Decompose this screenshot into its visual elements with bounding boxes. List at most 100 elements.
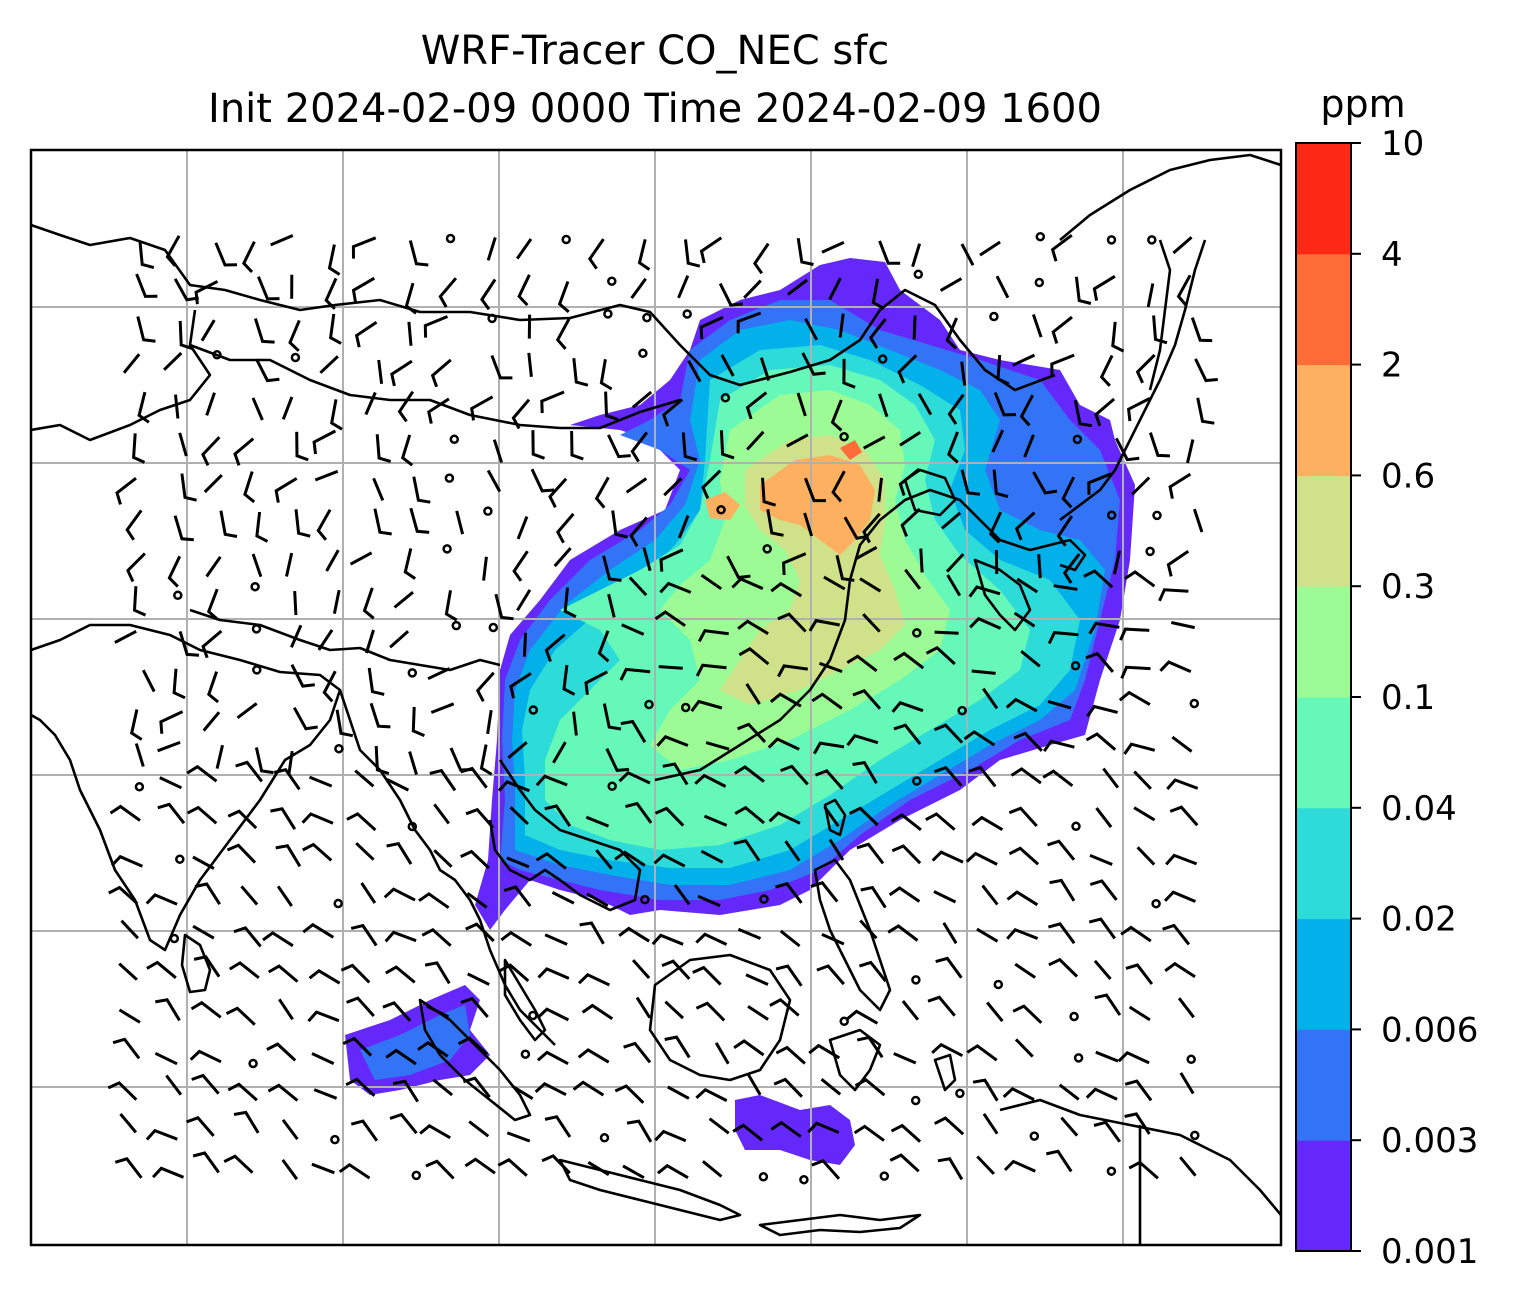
wind-barb <box>544 933 568 946</box>
wind-barb <box>1013 611 1036 628</box>
wind-barb <box>969 616 1002 630</box>
wind-barb <box>1013 731 1043 752</box>
wind-barb-calm <box>1189 698 1200 709</box>
wind-barb <box>389 630 410 649</box>
coastline-lesser-sunda <box>758 1213 922 1237</box>
wind-barb <box>856 842 885 865</box>
wind-barb <box>163 351 183 371</box>
wind-barb <box>777 664 809 678</box>
wind-barb <box>945 317 958 350</box>
wind-barb <box>1171 735 1193 753</box>
wind-barb <box>418 892 450 909</box>
wind-barb <box>692 965 722 986</box>
wind-barb <box>430 358 452 388</box>
wind-barb <box>699 315 724 340</box>
colorbar-tick-label: 0.6 <box>1381 456 1435 496</box>
wind-barb-calm <box>799 1174 809 1185</box>
wind-barb <box>656 735 689 747</box>
coastlines <box>31 153 1281 1245</box>
wind-barb <box>965 851 998 866</box>
wind-barb-calm <box>1034 277 1045 288</box>
wind-barb <box>1179 1072 1195 1095</box>
wind-barb <box>145 893 178 906</box>
wind-barb <box>290 624 303 648</box>
wind-barb <box>207 671 220 704</box>
wind-barb <box>191 1073 220 1095</box>
coastline-malaya <box>503 958 547 1042</box>
wind-barb <box>736 311 762 334</box>
wind-barb <box>628 576 648 597</box>
wind-barb <box>1086 704 1118 718</box>
wind-barb <box>194 882 221 906</box>
wind-barb <box>509 806 529 825</box>
wind-barb <box>482 556 488 581</box>
wind-barb <box>988 511 1003 544</box>
wind-barb <box>397 390 415 423</box>
border-central-asia <box>31 309 212 442</box>
wind-barb <box>933 765 963 787</box>
wind-barb <box>407 321 413 346</box>
wind-barb <box>1159 660 1192 673</box>
wind-barb <box>194 280 219 305</box>
wind-barb <box>947 393 965 425</box>
wind-barb <box>486 709 493 735</box>
wind-barb-calm <box>442 544 452 554</box>
wind-barb <box>1014 962 1036 979</box>
wind-barb-calm <box>720 393 731 403</box>
wind-barb <box>1120 665 1151 679</box>
wind-barb <box>1048 922 1076 945</box>
wind-barb <box>631 390 653 409</box>
wind-barb <box>618 926 650 943</box>
wind-barb <box>159 776 183 790</box>
wind-barbs <box>107 231 1218 1185</box>
wind-barb <box>1087 472 1112 495</box>
wind-barb <box>346 812 377 832</box>
colorbar-band <box>1296 253 1351 366</box>
wind-barb-calm <box>1152 510 1162 521</box>
wind-barb <box>330 399 343 431</box>
wind-barb <box>1192 508 1204 533</box>
wind-barb <box>1092 275 1116 301</box>
wind-barb <box>853 1124 885 1142</box>
wind-barb <box>192 855 215 870</box>
wind-barb <box>227 809 258 830</box>
wind-barb <box>1170 621 1196 630</box>
wind-barb <box>1058 1083 1080 1101</box>
wind-barb <box>377 359 384 384</box>
wind-barb-calm <box>252 665 262 675</box>
wind-barb <box>796 392 807 417</box>
wind-barb-calm <box>407 668 418 678</box>
wind-barb <box>919 548 924 573</box>
wind-barb <box>1146 283 1155 308</box>
wind-barb <box>1094 993 1122 1016</box>
wind-barb <box>759 357 771 381</box>
wind-barb <box>1128 1005 1151 1022</box>
wind-barb <box>995 275 1010 299</box>
wind-barb <box>178 630 200 657</box>
wind-barb-calm <box>1145 546 1155 557</box>
wind-barb <box>1008 846 1040 866</box>
wind-barb <box>145 1128 178 1141</box>
wind-barb <box>535 851 567 870</box>
wind-barb <box>629 516 648 548</box>
wind-barb <box>186 805 218 825</box>
wind-barb <box>846 654 878 673</box>
wind-barb <box>460 766 488 789</box>
wind-barb <box>917 392 933 416</box>
wind-barb <box>1162 923 1191 946</box>
wind-barb <box>630 277 647 299</box>
wind-barb <box>110 854 143 868</box>
wind-barb <box>132 586 147 617</box>
wind-barb <box>270 234 294 247</box>
wind-barb <box>687 359 702 383</box>
wind-barb <box>900 507 921 537</box>
wind-barb <box>859 919 878 940</box>
wind-barb <box>1194 358 1218 383</box>
wind-barb <box>340 963 371 984</box>
wind-barb <box>276 885 293 907</box>
wind-barb <box>278 998 294 1021</box>
wind-barb <box>393 591 414 609</box>
wind-barb <box>126 552 146 583</box>
wind-barb <box>385 1048 417 1066</box>
wind-barb <box>1177 997 1195 1019</box>
